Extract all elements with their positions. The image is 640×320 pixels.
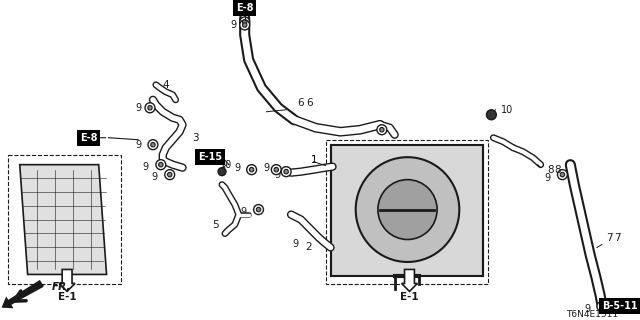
- Circle shape: [271, 165, 281, 175]
- Text: E-15: E-15: [198, 152, 222, 162]
- Circle shape: [159, 163, 163, 167]
- Circle shape: [243, 20, 247, 24]
- Text: 3: 3: [192, 133, 198, 143]
- Circle shape: [148, 140, 158, 150]
- Text: 2: 2: [305, 243, 312, 252]
- FancyArrow shape: [1, 280, 43, 308]
- Polygon shape: [20, 165, 107, 275]
- Circle shape: [150, 142, 155, 147]
- Bar: [8, 155, 122, 284]
- Text: 9: 9: [230, 20, 237, 30]
- Circle shape: [250, 167, 254, 172]
- Bar: [326, 140, 488, 284]
- Text: 9: 9: [264, 163, 269, 173]
- Text: 9: 9: [364, 123, 370, 133]
- Text: FR.: FR.: [51, 283, 70, 292]
- Text: 5: 5: [212, 220, 218, 229]
- Ellipse shape: [378, 180, 437, 239]
- Text: 6: 6: [298, 98, 304, 108]
- Text: 10: 10: [501, 105, 513, 115]
- Text: E-1: E-1: [58, 292, 76, 302]
- FancyArrow shape: [401, 269, 417, 292]
- Circle shape: [281, 167, 291, 177]
- Circle shape: [240, 20, 250, 30]
- Circle shape: [597, 301, 607, 311]
- Circle shape: [145, 103, 155, 113]
- Text: 7: 7: [614, 233, 620, 243]
- Text: 1: 1: [310, 155, 317, 165]
- Circle shape: [246, 165, 257, 175]
- Text: E-8: E-8: [236, 3, 253, 13]
- Text: 9: 9: [584, 304, 590, 314]
- Text: E-8: E-8: [80, 133, 97, 143]
- Text: 7: 7: [607, 233, 613, 243]
- Text: 9: 9: [293, 238, 299, 249]
- Text: 9: 9: [241, 207, 246, 217]
- Circle shape: [284, 169, 289, 174]
- Circle shape: [253, 204, 264, 215]
- Text: 4: 4: [163, 80, 169, 90]
- Circle shape: [218, 168, 226, 176]
- Text: 9: 9: [143, 162, 149, 172]
- Text: 10: 10: [220, 160, 232, 170]
- Text: T6N4E1511: T6N4E1511: [566, 310, 618, 319]
- Circle shape: [243, 23, 247, 27]
- Ellipse shape: [356, 157, 460, 262]
- FancyArrow shape: [60, 269, 75, 292]
- Circle shape: [156, 160, 166, 170]
- Circle shape: [274, 167, 278, 172]
- Circle shape: [377, 125, 387, 135]
- Circle shape: [380, 127, 384, 132]
- Circle shape: [240, 17, 250, 27]
- Circle shape: [148, 106, 152, 110]
- Text: 1: 1: [310, 155, 317, 165]
- Text: 9: 9: [545, 172, 550, 183]
- Text: B-5-11: B-5-11: [602, 301, 637, 311]
- Text: 9: 9: [275, 170, 280, 180]
- Text: 8: 8: [554, 165, 561, 175]
- Text: 6: 6: [306, 98, 312, 108]
- Circle shape: [256, 207, 260, 212]
- Text: E-1: E-1: [400, 292, 419, 302]
- Circle shape: [600, 304, 604, 308]
- Circle shape: [486, 110, 496, 120]
- Circle shape: [557, 170, 567, 180]
- Circle shape: [164, 170, 175, 180]
- Circle shape: [168, 172, 172, 177]
- Text: 9: 9: [152, 172, 158, 182]
- Circle shape: [560, 172, 564, 177]
- Text: 9: 9: [235, 163, 241, 173]
- Text: 8: 8: [547, 165, 554, 175]
- Text: 9: 9: [135, 140, 141, 150]
- Bar: [330, 145, 483, 276]
- Text: 9: 9: [135, 103, 141, 113]
